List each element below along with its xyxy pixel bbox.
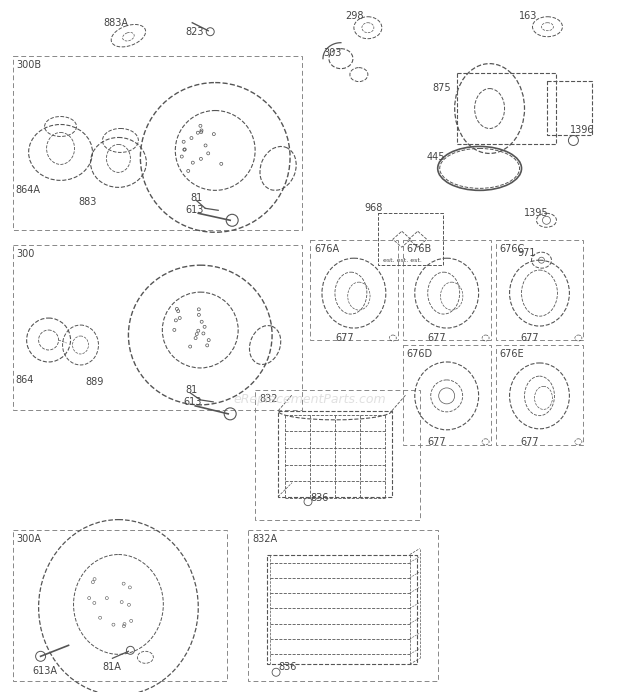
Text: 676A: 676A [314, 244, 339, 254]
Text: 832: 832 [259, 394, 278, 404]
Text: 676E: 676E [500, 349, 524, 359]
Bar [403, 240, 490, 340]
Bar [403, 345, 490, 445]
Text: 81: 81 [185, 385, 198, 395]
Bar [457, 73, 556, 144]
Text: 832A: 832A [252, 534, 277, 543]
Bar [12, 55, 302, 230]
Text: 836: 836 [310, 493, 329, 502]
Text: 300B: 300B [17, 60, 42, 69]
Text: 864A: 864A [16, 185, 41, 195]
Text: 875: 875 [433, 82, 451, 93]
Text: 677: 677 [521, 437, 539, 447]
Text: 613: 613 [185, 205, 203, 216]
Text: 677: 677 [521, 333, 539, 343]
Text: 889: 889 [86, 377, 104, 387]
Text: 836: 836 [278, 663, 296, 672]
Text: 677: 677 [428, 437, 446, 447]
Text: 676D: 676D [407, 349, 433, 359]
Text: est. est. est.: est. est. est. [383, 258, 422, 263]
Text: 613A: 613A [33, 666, 58, 676]
Text: 81A: 81A [102, 663, 122, 672]
Text: 298: 298 [345, 11, 363, 21]
Text: 303: 303 [323, 48, 342, 58]
Text: 823: 823 [185, 27, 204, 37]
Text: 1395: 1395 [523, 209, 548, 218]
Text: 864: 864 [16, 375, 34, 385]
Text: 971: 971 [518, 248, 536, 258]
Bar [378, 213, 443, 265]
Bar [12, 245, 302, 410]
Text: 676C: 676C [500, 244, 525, 254]
Bar [310, 240, 398, 340]
Text: 883: 883 [79, 198, 97, 207]
Text: 81: 81 [190, 193, 203, 203]
Bar [248, 529, 438, 681]
Text: 676B: 676B [407, 244, 432, 254]
Text: 968: 968 [364, 203, 383, 213]
Bar [495, 240, 583, 340]
Text: 163: 163 [518, 11, 537, 21]
Text: eReplacementParts.com: eReplacementParts.com [234, 394, 386, 406]
Bar [267, 554, 417, 665]
Bar [255, 390, 420, 520]
Text: 613: 613 [184, 397, 202, 407]
Text: 677: 677 [428, 333, 446, 343]
Bar [547, 80, 592, 135]
Bar [12, 529, 227, 681]
Text: 883A: 883A [104, 18, 128, 28]
Text: 300A: 300A [17, 534, 42, 543]
Text: 300: 300 [17, 249, 35, 259]
Text: 677: 677 [335, 333, 353, 343]
Bar [495, 345, 583, 445]
Bar [278, 411, 392, 497]
Text: 1396: 1396 [570, 125, 595, 136]
Text: 445: 445 [427, 152, 445, 162]
